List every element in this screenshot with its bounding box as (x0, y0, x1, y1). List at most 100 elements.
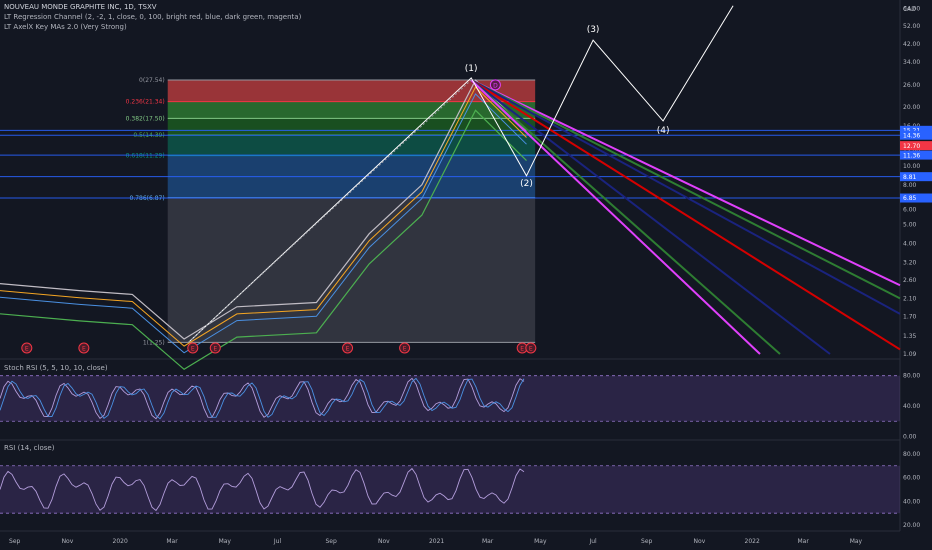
earnings-marker-label: E (520, 346, 524, 353)
earnings-marker (21, 342, 33, 354)
price-tick-label: 26.00 (903, 82, 920, 89)
price-tick-label: 2.60 (903, 277, 917, 284)
earnings-marker (209, 342, 221, 354)
price-tick-label: 8.00 (903, 182, 917, 189)
earnings-marker-label: E (403, 346, 407, 353)
earnings-marker-label: E (529, 346, 533, 353)
wave-label: (1) (465, 64, 478, 74)
price-label-box (900, 130, 932, 140)
ma-line-green (0, 109, 527, 371)
time-tick-label: Sep (9, 538, 21, 545)
fib-level-label: 0(27.54) (139, 77, 165, 84)
wave-label: (3) (587, 25, 600, 35)
rsi-band (0, 465, 900, 514)
time-tick-label: Jul (273, 538, 282, 545)
stoch-rsi-line (0, 377, 525, 420)
price-tick-label: 2.10 (903, 295, 917, 302)
earnings-marker (187, 342, 199, 354)
regression-channel-line (470, 79, 901, 300)
fib-level-label: 0.236(21.34) (126, 99, 165, 106)
time-tick-label: 2021 (429, 538, 444, 545)
ma-line-orange (0, 86, 527, 347)
earnings-marker-label: E (213, 346, 217, 353)
ma-line-blue (0, 93, 527, 354)
regression-channel-line (470, 79, 831, 355)
price-tick-label: 64.00 (903, 5, 920, 12)
price-tick-label: 34.00 (903, 59, 920, 66)
price-label-text: 8.81 (903, 174, 917, 181)
time-tick-label: Nov (378, 538, 390, 545)
earnings-marker (525, 342, 537, 354)
earnings-marker (399, 342, 411, 354)
wave-label: (4) (657, 126, 670, 136)
price-tick-label: 6.00 (903, 206, 917, 213)
regression-channel-line (470, 79, 901, 287)
fib-zone (167, 79, 536, 102)
time-tick-label: Nov (62, 538, 74, 545)
price-tick-label: 1.70 (903, 313, 917, 320)
price-tick-label: 42.00 (903, 41, 920, 48)
time-tick-label: Mar (166, 538, 178, 545)
rsi-tick: 80.00 (903, 451, 920, 458)
regression-channel-line (470, 79, 901, 315)
regression-channel-line (470, 79, 901, 351)
wave-label: (2) (520, 179, 533, 189)
currency-label: CAD (903, 6, 916, 13)
fib-zone (167, 101, 536, 119)
earnings-marker-label: E (191, 346, 195, 353)
time-tick-label: Sep (641, 538, 653, 545)
dividend-marker-label: D (493, 82, 498, 89)
stoch-rsi-tick: 40.00 (903, 403, 920, 410)
stoch-rsi-tick: 80.00 (903, 373, 920, 380)
price-tick-label: 3.20 (903, 260, 917, 267)
earnings-marker-label: E (346, 346, 350, 353)
time-tick-label: May (850, 538, 863, 545)
earnings-marker (342, 342, 354, 354)
wave-label: (5) (727, 0, 740, 2)
stoch-rsi-signal (0, 377, 525, 420)
price-label-box (900, 141, 932, 151)
fib-zone (167, 135, 536, 156)
indicator-mas-legend[interactable]: LT AxelX Key MAs 2.0 (Very Strong) (4, 23, 127, 31)
rsi-tick: 60.00 (903, 475, 920, 482)
rsi-tick: 20.00 (903, 522, 920, 529)
stoch-rsi-tick: 0.00 (903, 433, 917, 440)
regression-channel-line (470, 79, 781, 355)
price-tick-label: 52.00 (903, 23, 920, 30)
price-tick-label: 1.35 (903, 333, 917, 340)
price-label-box (900, 193, 932, 203)
time-tick-label: 2020 (113, 538, 128, 545)
stoch-rsi-band (0, 375, 900, 422)
fib-level-label: 0.618(11.29) (126, 153, 165, 160)
price-tick-label: 10.00 (903, 163, 920, 170)
time-tick-label: Sep (325, 538, 337, 545)
price-label-text: 12.70 (903, 143, 920, 150)
rsi-tick: 40.00 (903, 498, 920, 505)
time-tick-label: Jul (588, 538, 597, 545)
time-tick-label: May (219, 538, 232, 545)
regression-channel-line (470, 79, 761, 355)
dividend-marker (489, 79, 501, 91)
earnings-marker (78, 342, 90, 354)
fib-level-label: 0.382(17.50) (126, 115, 165, 122)
indicator-regression-legend[interactable]: LT Regression Channel (2, -2, 1, close, … (4, 13, 302, 21)
symbol-title[interactable]: NOUVEAU MONDE GRAPHITE INC, 1D, TSXV (4, 3, 157, 11)
time-tick-label: Mar (797, 538, 809, 545)
rsi-title: RSI (14, close) (4, 444, 55, 452)
price-label-box (900, 125, 932, 135)
stoch-rsi-title: Stoch RSI (5, 5, 10, 10, close) (4, 364, 108, 372)
elliott-wave-path (188, 5, 734, 343)
price-label-text: 14.36 (903, 132, 920, 139)
price-tick-label: 5.00 (903, 222, 917, 229)
time-tick-label: 2022 (745, 538, 760, 545)
price-label-box (900, 172, 932, 182)
time-tick-label: May (534, 538, 547, 545)
time-tick-label: Nov (694, 538, 706, 545)
price-tick-label: 4.00 (903, 241, 917, 248)
time-tick-label: Mar (482, 538, 494, 545)
price-tick-label: 1.09 (903, 351, 917, 358)
rsi-line (0, 467, 525, 512)
price-label-text: 11.36 (903, 152, 920, 159)
